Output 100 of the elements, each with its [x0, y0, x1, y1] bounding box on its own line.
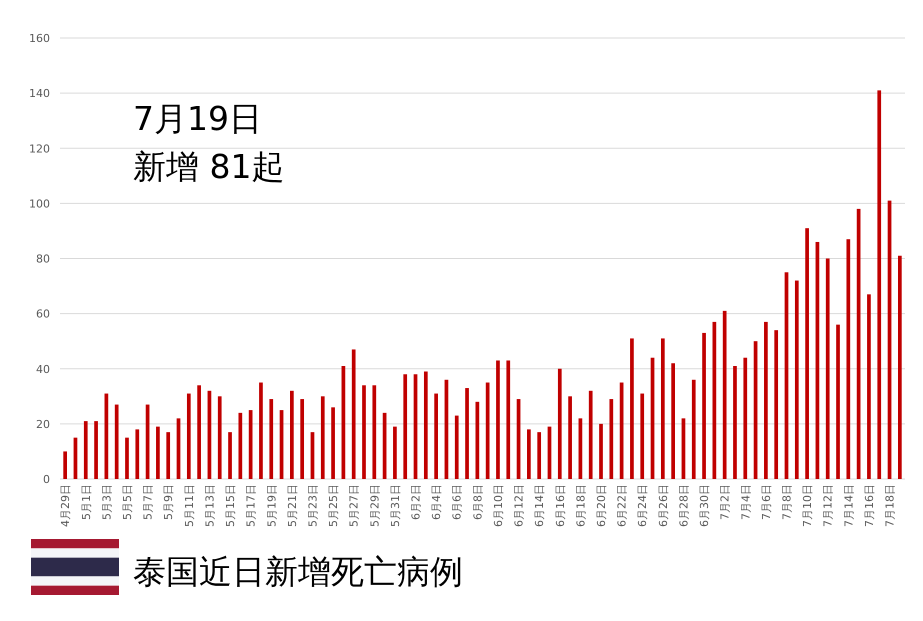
bar — [630, 338, 634, 479]
bar — [186, 394, 191, 479]
bar — [836, 324, 840, 479]
bar — [393, 426, 397, 479]
x-tick-label: 5月23日 — [306, 484, 320, 527]
x-tick-label: 6月22日 — [616, 484, 629, 527]
x-tick-label: 7月12日 — [822, 484, 835, 527]
x-tick-label: 5月7日 — [142, 484, 155, 520]
x-tick-label: 5月17日 — [244, 484, 258, 527]
x-tick-label: 5月1日 — [80, 484, 93, 520]
x-tick-label: 7月14日 — [842, 484, 856, 527]
bar — [156, 426, 160, 479]
bar — [372, 385, 376, 479]
annotation: 新增 81起 — [133, 147, 284, 186]
bar — [877, 90, 882, 479]
bar — [486, 382, 490, 479]
x-tick-label: 7月2日 — [718, 484, 732, 520]
bar — [712, 322, 716, 479]
bar — [516, 399, 520, 479]
bar — [867, 294, 871, 479]
bar — [506, 360, 510, 479]
bar — [238, 412, 242, 479]
bar — [63, 451, 68, 479]
x-tick-label: 5月19日 — [265, 484, 278, 527]
x-tick-label: 5月13日 — [203, 484, 216, 527]
bar — [682, 418, 686, 479]
x-tick-label: 4月29日 — [59, 484, 72, 527]
x-tick-label: 6月30日 — [698, 484, 712, 527]
bar — [856, 208, 860, 479]
bar — [527, 429, 531, 479]
y-tick-label: 100 — [29, 197, 50, 210]
bar — [146, 404, 150, 479]
bar — [898, 256, 902, 479]
bar — [888, 200, 892, 479]
x-tick-label: 6月8日 — [471, 484, 484, 520]
bar — [764, 322, 768, 479]
bar — [176, 418, 180, 479]
bar — [403, 374, 408, 479]
bar — [826, 258, 830, 479]
annotation: 7月19日 — [133, 99, 262, 138]
bar — [414, 374, 418, 479]
y-tick-label: 0 — [43, 473, 50, 486]
bar — [290, 390, 294, 479]
bar — [496, 360, 500, 479]
bar — [620, 382, 624, 479]
bar — [248, 410, 252, 479]
text: 泰国近日新增死亡病例 — [133, 552, 463, 591]
bar — [74, 438, 78, 479]
y-tick-label: 160 — [29, 32, 50, 45]
bar — [135, 429, 140, 479]
x-tick-label: 6月20日 — [595, 484, 608, 527]
x-tick-label: 6月4日 — [430, 484, 444, 520]
bar — [362, 385, 366, 479]
bar — [434, 394, 438, 479]
x-tick-label: 6月18日 — [574, 484, 588, 527]
x-tick-label: 6月26日 — [656, 484, 670, 527]
bar — [166, 432, 170, 479]
bar — [125, 438, 129, 479]
y-tick-label: 20 — [36, 418, 50, 431]
y-tick-label: 140 — [29, 87, 50, 100]
bar — [640, 394, 644, 479]
bar — [754, 341, 758, 479]
y-tick-label: 80 — [36, 252, 50, 266]
bar — [104, 394, 108, 479]
bar — [197, 385, 201, 479]
bar — [84, 421, 88, 479]
x-tick-label: 5月3日 — [100, 484, 114, 520]
x-tick-label: 5月9日 — [162, 484, 176, 520]
x-tick-label: 6月24日 — [636, 484, 650, 527]
x-tick-label: 5月29日 — [368, 484, 382, 527]
bar — [568, 396, 572, 479]
bar — [280, 410, 284, 479]
bar — [382, 412, 386, 479]
x-tick-label: 6月2日 — [410, 484, 423, 520]
x-tick-label: 5月27日 — [348, 484, 361, 527]
bar — [320, 396, 325, 479]
bar — [784, 272, 788, 479]
bar — [671, 363, 675, 479]
bar — [743, 358, 748, 479]
x-tick-label: 5月5日 — [120, 484, 134, 520]
bar — [548, 426, 552, 479]
x-tick-label: 7月4日 — [739, 484, 752, 520]
bar — [599, 424, 603, 479]
x-tick-label: 7月6日 — [760, 484, 773, 520]
bar — [733, 366, 737, 479]
bar — [444, 380, 448, 479]
bar — [846, 239, 850, 479]
bar — [342, 366, 346, 479]
x-tick-label: 5月11日 — [182, 484, 196, 527]
bar — [774, 330, 778, 479]
bar — [794, 280, 799, 479]
x-tick-label: 6月6日 — [450, 484, 464, 520]
bar — [300, 399, 304, 479]
x-tick-label: 6月16日 — [554, 484, 567, 527]
y-tick-label: 40 — [36, 362, 50, 376]
x-tick-label: 5月21日 — [286, 484, 299, 527]
y-tick-label: 120 — [29, 142, 50, 156]
bar — [218, 396, 222, 479]
x-tick-label: 5月15日 — [224, 484, 238, 527]
bar — [208, 390, 212, 479]
